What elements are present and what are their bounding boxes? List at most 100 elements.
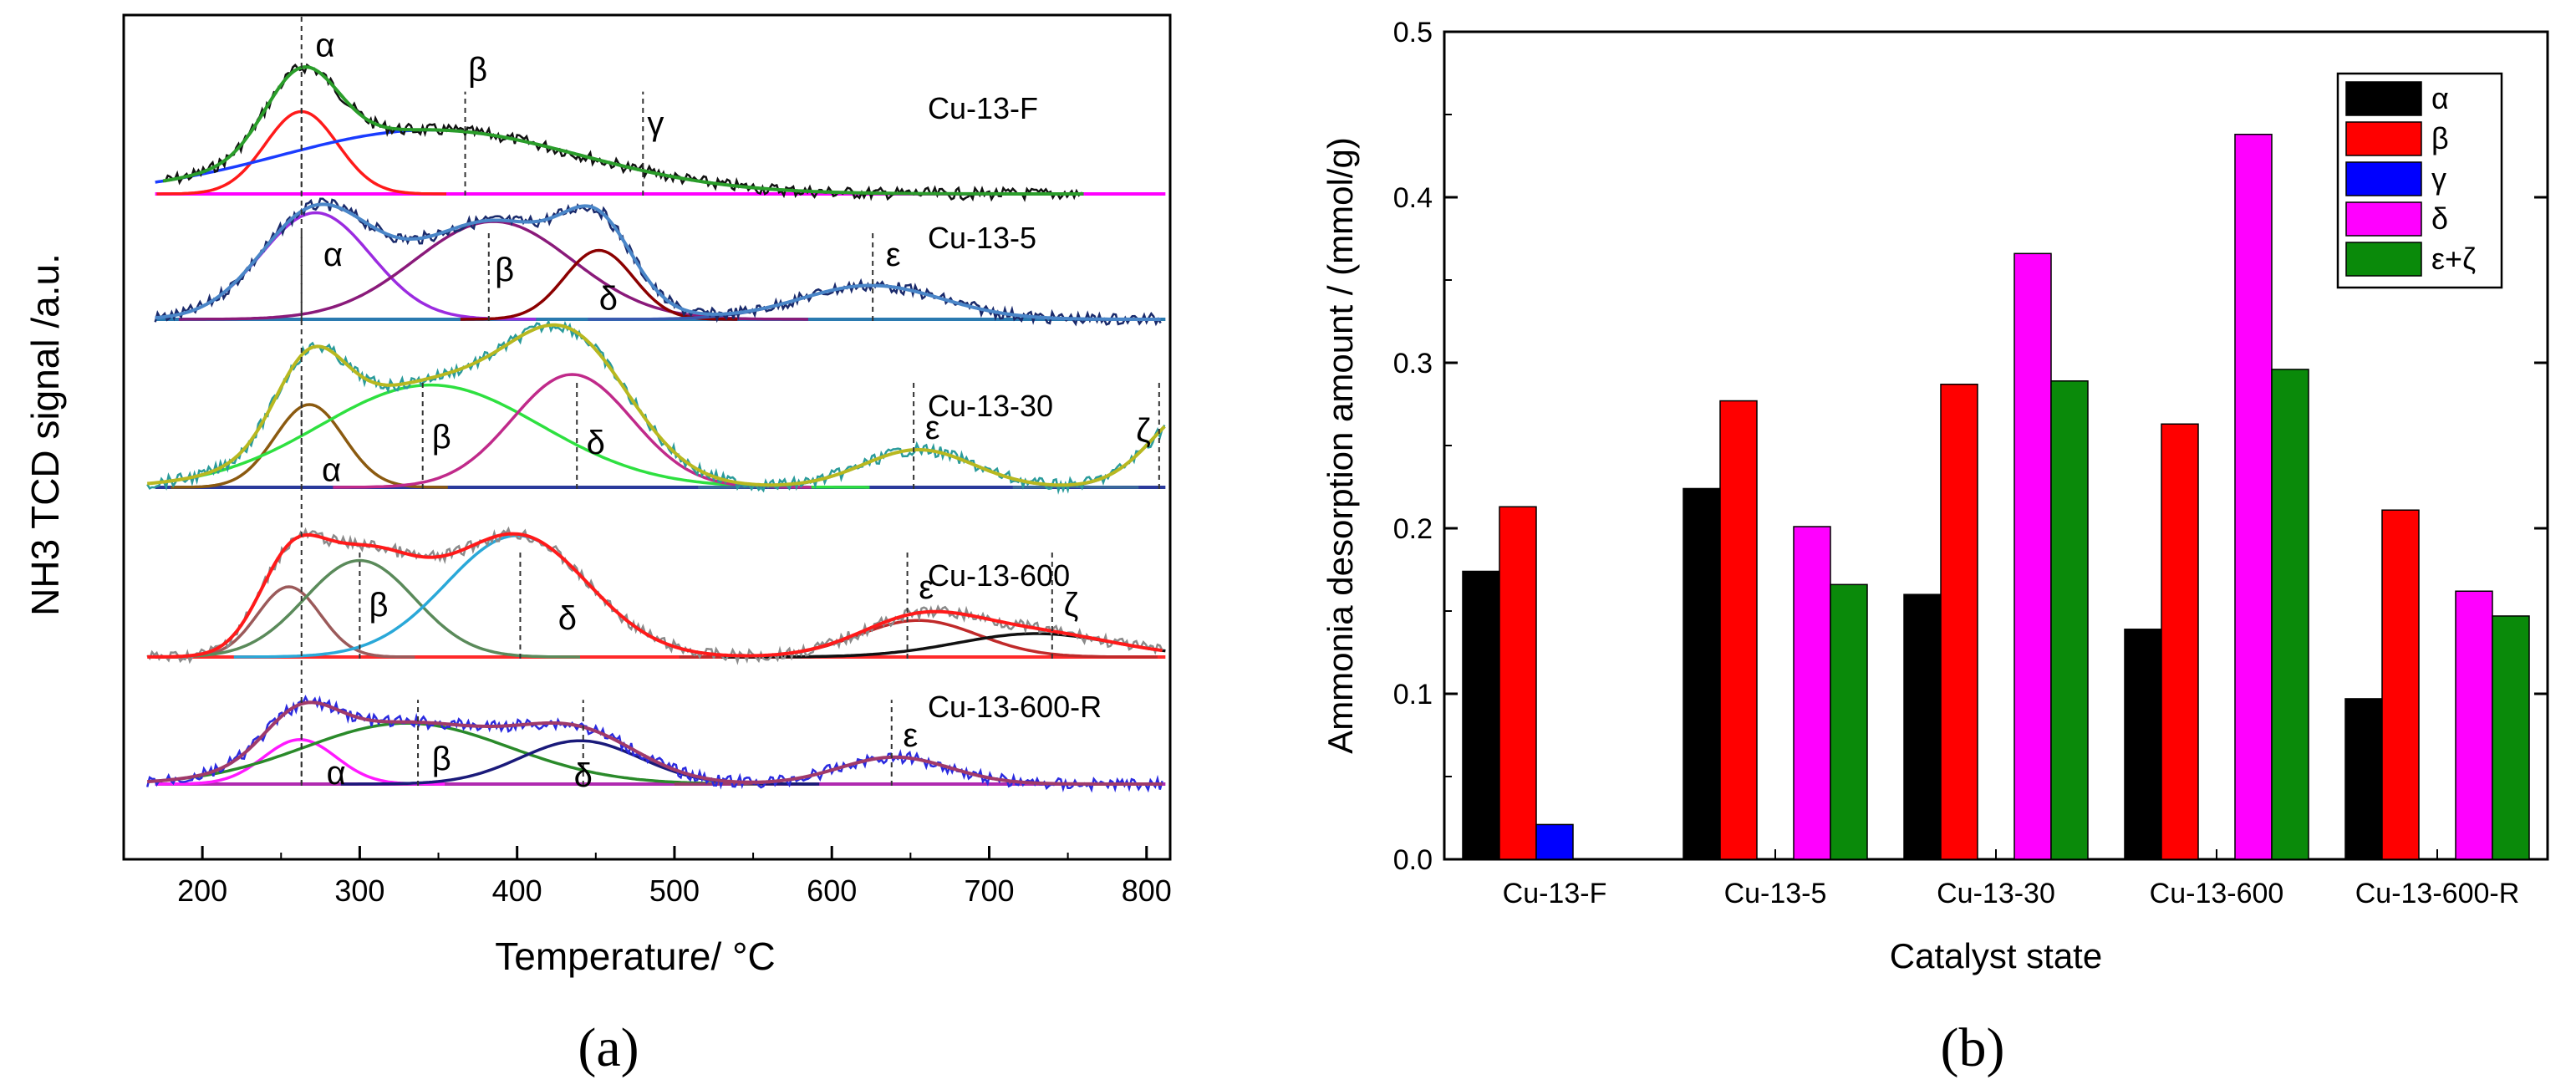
bar-ε+ζ-Cu-13-600-R — [2492, 615, 2530, 860]
fitted-peak — [233, 534, 801, 659]
measured-signal — [154, 197, 1162, 327]
peak-label: δ — [558, 600, 577, 637]
peak-label: δ — [587, 425, 605, 461]
sample-label: Cu-13-600-R — [928, 690, 1102, 724]
x-tick-label: 200 — [177, 874, 227, 908]
y-tick-label: 0.0 — [1393, 844, 1433, 876]
peak-label: δ — [599, 281, 618, 318]
legend-label: β — [2431, 121, 2449, 155]
bar-δ-Cu-13-600 — [2234, 134, 2273, 860]
legend-swatch — [2345, 121, 2422, 156]
bar-δ-Cu-13-600-R — [2455, 590, 2493, 860]
fitted-peak — [155, 558, 580, 659]
sample-label: Cu-13-30 — [928, 389, 1053, 423]
bar-β-Cu-13-30 — [1940, 383, 1978, 860]
y-tick-label: 0.5 — [1393, 17, 1433, 48]
x-category-label: Cu-13-5 — [1724, 878, 1827, 909]
peak-label: ε — [903, 717, 918, 754]
x-tick-label: 400 — [492, 874, 542, 908]
x-tick-label: 600 — [807, 874, 857, 908]
fitted-peak — [155, 721, 817, 786]
sample-label: Cu-13-600 — [928, 558, 1070, 593]
bar-δ-Cu-13-5 — [1793, 526, 1831, 860]
peak-label: α — [322, 451, 341, 488]
bar-α-Cu-13-600-R — [2344, 698, 2383, 860]
fitted-peak — [155, 128, 1027, 196]
bar-β-Cu-13-5 — [1719, 400, 1758, 860]
peak-label: ε — [925, 410, 940, 446]
legend-label: ε+ζ — [2431, 242, 2476, 276]
bar-x-axis-label: Catalyst state — [1890, 936, 2102, 975]
bar-β-Cu-13-F — [1499, 506, 1537, 860]
tpd-y-axis-label: NH3 TCD signal /a.u. — [23, 253, 67, 616]
bar-x-axis: Cu-13-F Cu-13-5 Cu-13-30 Cu-13-600 Cu-13-600… — [1503, 849, 2520, 909]
x-category-label: Cu-13-30 — [1937, 878, 2055, 909]
fitted-envelope — [155, 202, 1161, 321]
y-tick-label: 0.2 — [1393, 513, 1433, 545]
legend-label: γ — [2431, 161, 2446, 196]
bar-γ-Cu-13-F — [1535, 823, 1574, 860]
bar-δ-Cu-13-30 — [2013, 252, 2052, 860]
spectrum-cu-13-30: Cu-13-30 α β δ ε ζ — [146, 318, 1166, 495]
bar-ε+ζ-Cu-13-5 — [1830, 583, 1868, 860]
peak-label: α — [323, 237, 343, 273]
peak-label: β — [495, 252, 514, 288]
legend-swatch — [2345, 201, 2422, 237]
spectrum-cu-13-600: Cu-13-600 β δ ε ζ — [146, 526, 1166, 665]
tpd-x-axis-label: Temperature/ °C — [495, 935, 775, 978]
desorption-bar-panel: 0.0 0.1 0.2 0.3 0.4 0.5 Cu-13-F Cu-13-5 Cu-13-3… — [1321, 17, 2549, 1078]
fitted-peak — [155, 383, 870, 489]
peak-label: γ — [647, 105, 664, 142]
tpd-x-axis: 200 300 400 500 600 700 800 — [123, 846, 1172, 908]
bar-y-axis-label: Ammonia desorption amount / (mmol/g) — [1321, 137, 1360, 754]
bar-series — [1462, 134, 2530, 860]
y-tick-label: 0.3 — [1393, 348, 1433, 379]
legend-label: α — [2431, 81, 2449, 115]
peak-label: β — [432, 419, 451, 456]
tpd-plot-frame — [122, 13, 1172, 861]
spectrum-cu-13-f: Cu-13-F α β γ — [155, 28, 1166, 202]
bar-β-Cu-13-600-R — [2381, 509, 2420, 860]
peak-label: ζ — [1064, 587, 1079, 624]
peak-label: α — [315, 28, 334, 64]
y-tick-label: 0.1 — [1393, 679, 1433, 711]
sample-label: Cu-13-5 — [928, 221, 1036, 255]
x-category-label: Cu-13-600 — [2150, 878, 2284, 909]
sample-label: Cu-13-F — [928, 91, 1038, 125]
legend-label: δ — [2431, 201, 2448, 236]
peak-label: β — [432, 741, 451, 777]
peak-label: ε — [886, 237, 901, 273]
bar-α-Cu-13-30 — [1903, 593, 1942, 860]
peak-label: ε — [919, 569, 934, 606]
fitted-envelope — [147, 532, 1163, 659]
measured-signal — [146, 526, 1163, 665]
x-category-label: Cu-13-F — [1503, 878, 1607, 909]
bar-α-Cu-13-F — [1462, 570, 1500, 860]
fitted-peak — [171, 403, 448, 489]
peak-label: β — [369, 587, 388, 624]
x-tick-label: 300 — [334, 874, 384, 908]
fitted-envelope — [147, 323, 1166, 487]
x-tick-label: 800 — [1122, 874, 1172, 908]
x-tick-label: 500 — [649, 874, 700, 908]
panel-b-caption: (b) — [1941, 1017, 2005, 1078]
bar-ε+ζ-Cu-13-30 — [2050, 380, 2089, 860]
bar-ε+ζ-Cu-13-600 — [2271, 369, 2309, 860]
x-tick-label: 700 — [964, 874, 1014, 908]
tpd-spectra-panel: 200 300 400 500 600 700 800 Cu-13-F α β γ Cu-13-5 α… — [23, 13, 1172, 1078]
spectrum-cu-13-5: Cu-13-5 α β δ ε — [154, 197, 1166, 327]
bar-β-Cu-13-600 — [2161, 423, 2199, 860]
peak-label: δ — [574, 757, 593, 794]
fitted-envelope — [162, 65, 1084, 196]
legend-swatch — [2345, 81, 2422, 116]
y-tick-label: 0.4 — [1393, 182, 1433, 214]
x-category-label: Cu-13-600-R — [2355, 878, 2520, 909]
bar-α-Cu-13-5 — [1683, 487, 1721, 860]
bar-y-axis: 0.0 0.1 0.2 0.3 0.4 0.5 — [1393, 17, 2548, 876]
panel-a-caption: (a) — [578, 1017, 639, 1078]
bar-α-Cu-13-600 — [2124, 629, 2162, 860]
peak-label: α — [327, 755, 346, 792]
